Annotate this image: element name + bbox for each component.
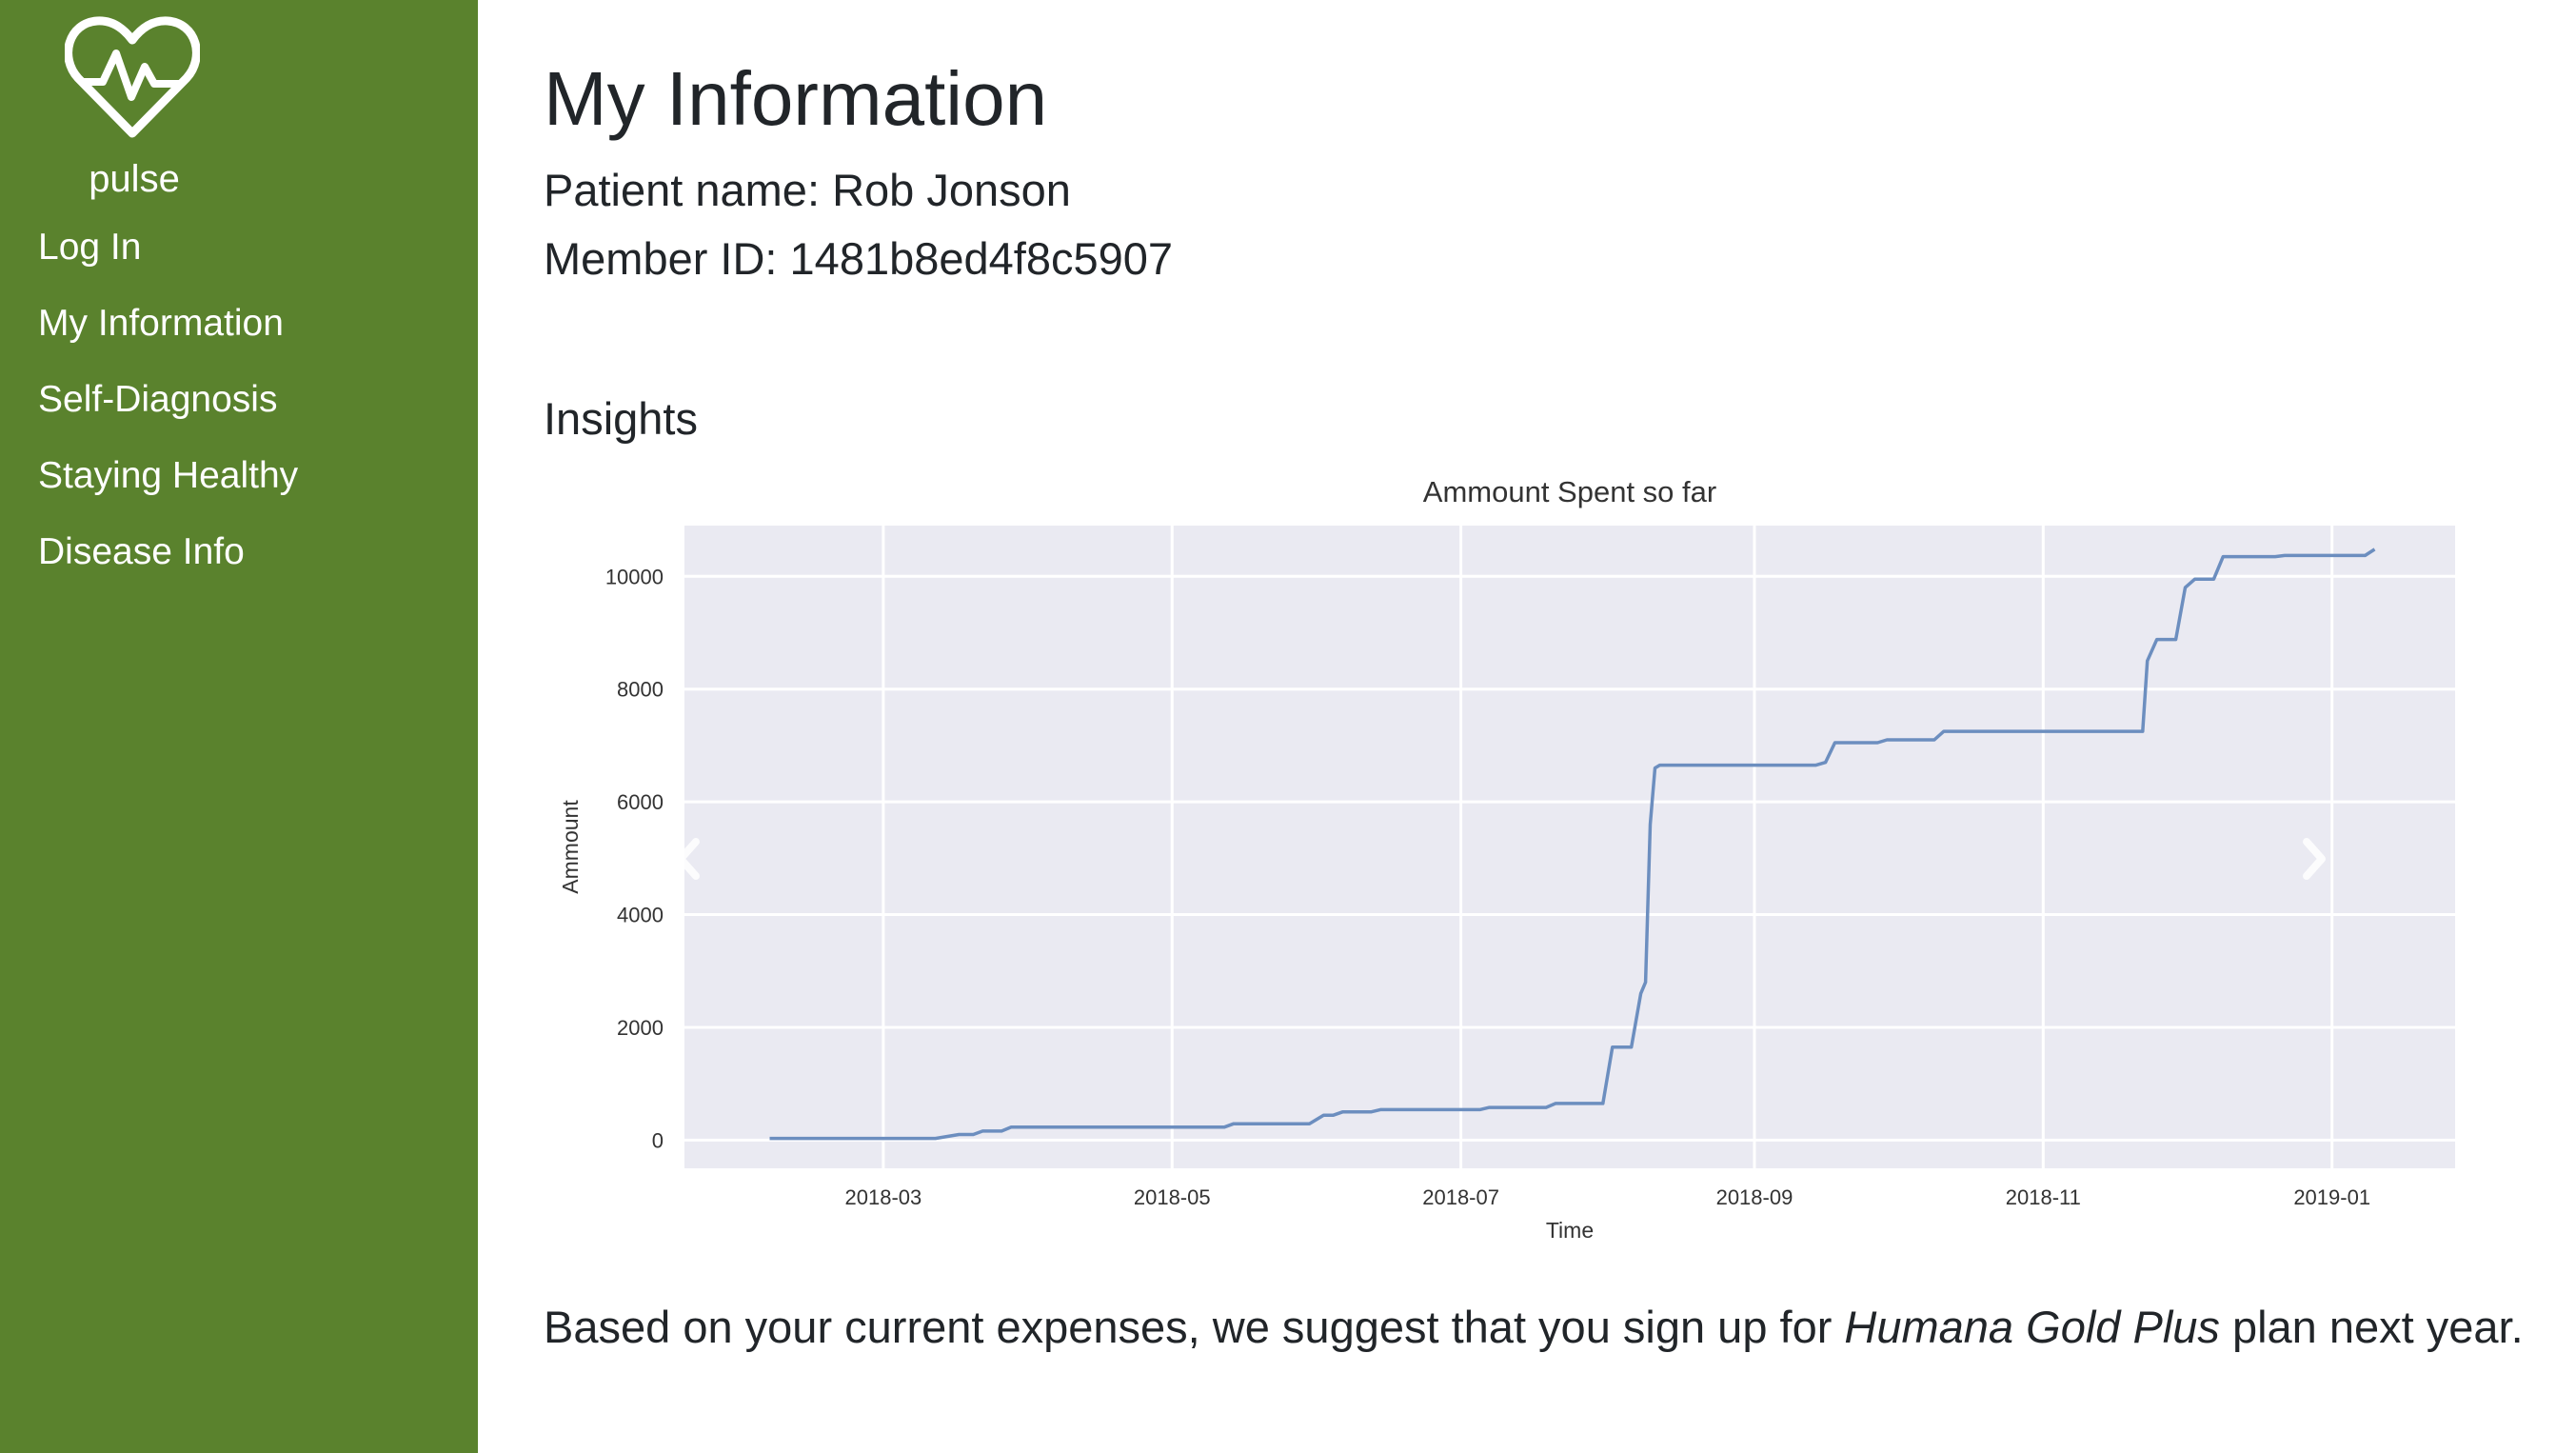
insights-heading: Insights bbox=[544, 393, 698, 444]
sidebar-item-log-in[interactable]: Log In bbox=[38, 227, 142, 268]
heart-pulse-icon bbox=[65, 16, 200, 138]
x-axis-label: Time bbox=[1546, 1218, 1594, 1243]
sidebar-item-my-information[interactable]: My Information bbox=[38, 303, 284, 344]
x-tick-label: 2019-01 bbox=[2293, 1185, 2370, 1209]
series-line bbox=[769, 547, 2376, 1141]
suggestion-prefix: Based on your current expenses, we sugge… bbox=[544, 1302, 1845, 1352]
brand-name: pulse bbox=[89, 158, 180, 200]
y-axis-label: Ammount bbox=[558, 800, 583, 894]
suggestion-suffix: plan next year. bbox=[2219, 1302, 2524, 1352]
y-tick-label: 2000 bbox=[617, 1016, 664, 1040]
chart-title: Ammount Spent so far bbox=[1423, 475, 1716, 508]
x-tick-label: 2018-09 bbox=[1716, 1185, 1793, 1209]
patient-name: Patient name: Rob Jonson bbox=[544, 165, 1071, 215]
y-tick-label: 4000 bbox=[617, 904, 664, 927]
page-title: My Information bbox=[544, 56, 1048, 141]
plan-suggestion: Based on your current expenses, we sugge… bbox=[544, 1301, 2524, 1353]
main-content: My Information Patient name: Rob Jonson … bbox=[544, 0, 2562, 1453]
sidebar-item-disease-info[interactable]: Disease Info bbox=[38, 531, 245, 572]
x-tick-label: 2018-05 bbox=[1134, 1185, 1211, 1209]
suggested-plan-name: Humana Gold Plus bbox=[1844, 1302, 2220, 1352]
member-id: Member ID: 1481b8ed4f8c5907 bbox=[544, 233, 1174, 284]
sidebar-item-staying-healthy[interactable]: Staying Healthy bbox=[38, 455, 299, 496]
plot-area bbox=[684, 526, 2455, 1168]
sidebar-item-self-diagnosis[interactable]: Self-Diagnosis bbox=[38, 379, 278, 420]
insights-carousel: 2018-03 2018-05 2018-07 2018-09 2018-11 2019-… bbox=[553, 471, 2552, 1252]
chevron-right-icon bbox=[2303, 838, 2326, 880]
y-tick-label: 10000 bbox=[605, 565, 664, 588]
sidebar: pulse Log In My Information Self-Diagnos… bbox=[0, 0, 478, 1453]
x-tick-label: 2018-03 bbox=[845, 1185, 922, 1209]
y-tick-label: 0 bbox=[652, 1128, 664, 1152]
spending-chart: 2018-03 2018-05 2018-07 2018-09 2018-11 2019-… bbox=[558, 475, 2455, 1243]
y-tick-label: 6000 bbox=[617, 790, 664, 814]
carousel-next-button[interactable] bbox=[2293, 828, 2335, 889]
x-tick-label: 2018-07 bbox=[1422, 1185, 1499, 1209]
x-tick-label: 2018-11 bbox=[2006, 1185, 2081, 1209]
carousel-prev-button[interactable] bbox=[667, 828, 709, 889]
y-tick-label: 8000 bbox=[617, 678, 664, 702]
brand-logo[interactable]: pulse bbox=[61, 15, 204, 200]
chevron-left-icon bbox=[677, 838, 700, 880]
